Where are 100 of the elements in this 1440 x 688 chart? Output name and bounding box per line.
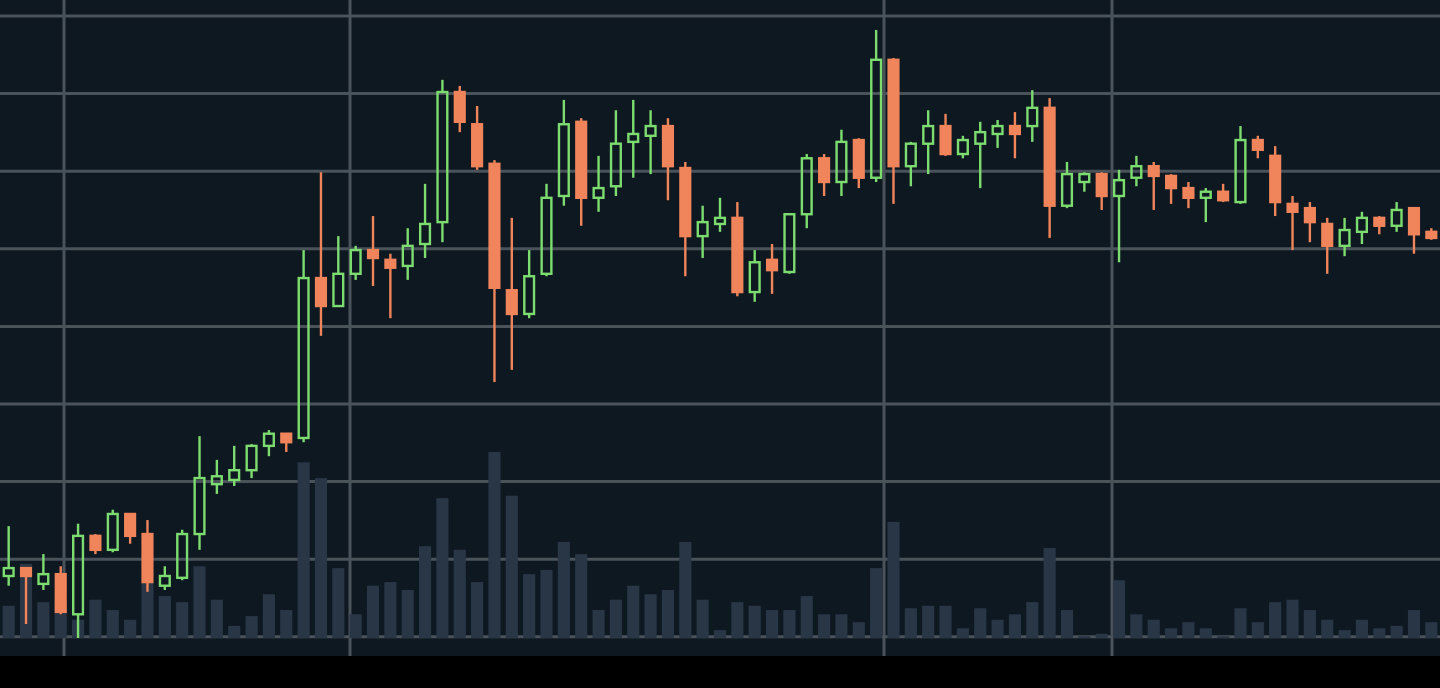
- candlestick: [349, 244, 362, 282]
- bar: [89, 599, 102, 638]
- bar: [939, 605, 952, 638]
- candlestick: [436, 78, 449, 244]
- bar: [2, 605, 15, 638]
- bar: [228, 625, 241, 638]
- bar: [661, 589, 675, 638]
- bar: [1390, 625, 1403, 638]
- bar: [124, 619, 137, 638]
- bar: [540, 569, 553, 638]
- bar: [176, 602, 189, 638]
- candlestick: [644, 109, 657, 176]
- bar: [1373, 628, 1386, 638]
- bar: [1355, 619, 1368, 638]
- bar: [800, 596, 813, 638]
- candlestick: [384, 252, 397, 320]
- bar: [505, 495, 518, 638]
- bar: [453, 549, 466, 638]
- candlestick: [592, 154, 605, 213]
- bar: [1026, 602, 1039, 638]
- bar: [1321, 619, 1334, 638]
- bar: [974, 608, 987, 638]
- candlestick: [505, 216, 518, 372]
- bar: [314, 478, 328, 638]
- bar: [852, 622, 865, 638]
- bar: [1269, 602, 1282, 638]
- bar: [1008, 614, 1022, 638]
- candlestick: [731, 200, 744, 298]
- candlestick: [991, 118, 1004, 150]
- bar: [210, 599, 223, 638]
- bar: [904, 608, 917, 638]
- candlestick: [1182, 180, 1195, 210]
- bar: [991, 619, 1004, 638]
- bar: [696, 599, 709, 638]
- bar: [627, 585, 640, 638]
- candlestick: [193, 434, 206, 552]
- bar: [158, 596, 171, 638]
- candlestick: [1390, 200, 1403, 234]
- bar: [679, 541, 692, 638]
- candlestick: [314, 171, 328, 338]
- candlestick: [1130, 154, 1143, 188]
- candlestick: [488, 158, 501, 384]
- candlestick: [1043, 96, 1056, 240]
- bar: [366, 585, 380, 638]
- bar: [1130, 614, 1143, 638]
- candlestick: [679, 160, 692, 278]
- bar: [1286, 599, 1299, 638]
- bar: [1182, 622, 1195, 638]
- bar: [1165, 628, 1178, 638]
- bar: [297, 462, 310, 638]
- bar: [106, 610, 119, 638]
- bar: [1303, 610, 1316, 638]
- bar: [1060, 610, 1074, 638]
- bar: [1199, 628, 1212, 638]
- bar: [1407, 610, 1421, 638]
- bar: [765, 610, 779, 638]
- bar: [418, 546, 432, 638]
- bar: [245, 616, 258, 638]
- bar: [644, 594, 657, 638]
- bar: [471, 582, 484, 638]
- bar: [887, 521, 900, 638]
- bar: [193, 566, 206, 638]
- bar: [713, 630, 727, 638]
- bar: [1251, 622, 1264, 638]
- candlestick: [696, 204, 709, 260]
- bar: [783, 610, 796, 638]
- bar: [870, 568, 883, 638]
- bar: [557, 541, 570, 638]
- bar: [280, 610, 293, 638]
- bar: [349, 614, 362, 638]
- candlestick: [37, 552, 50, 592]
- bar: [1425, 622, 1438, 638]
- bar: [818, 614, 831, 638]
- bar: [748, 605, 761, 638]
- bar: [1234, 608, 1247, 638]
- bar: [1043, 548, 1056, 638]
- bar: [956, 628, 969, 638]
- bar: [37, 602, 50, 638]
- bar: [401, 589, 414, 638]
- candlestick: [1286, 194, 1299, 252]
- bar: [1112, 580, 1126, 638]
- bar: [488, 451, 501, 638]
- bar: [384, 582, 397, 638]
- bar: [592, 610, 605, 638]
- bar: [609, 599, 622, 638]
- candlestick: [835, 128, 848, 198]
- bar: [332, 568, 345, 638]
- candlestick: [2, 524, 15, 587]
- candlestick: [1338, 216, 1351, 258]
- bar: [1338, 630, 1351, 638]
- bar: [835, 614, 848, 638]
- bar: [436, 498, 449, 638]
- bar: [523, 574, 536, 638]
- bar: [262, 594, 275, 638]
- candlestick: [748, 248, 761, 303]
- candlestick: [627, 98, 640, 179]
- bar: [731, 602, 744, 638]
- bar: [1147, 619, 1160, 638]
- bar: [575, 554, 588, 638]
- candlestick: [297, 248, 310, 444]
